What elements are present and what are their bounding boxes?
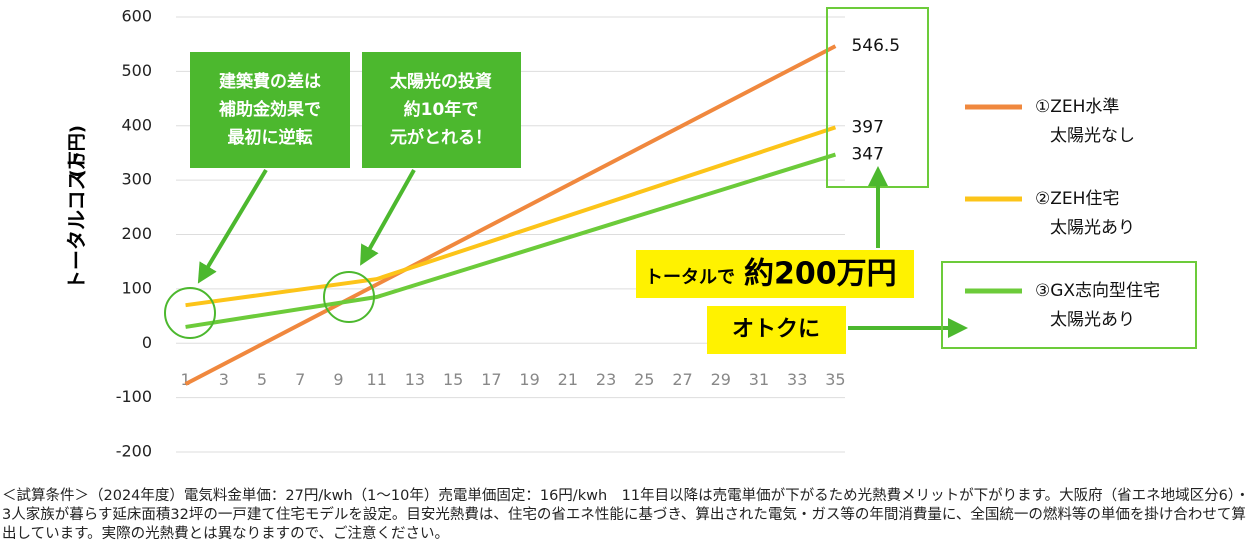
- x-tick-label: 27: [672, 370, 692, 389]
- y-tick-label: 500: [121, 61, 152, 80]
- y-tick-label: 300: [121, 170, 152, 189]
- x-tick-label: 13: [405, 370, 425, 389]
- x-tick-label: 33: [787, 370, 807, 389]
- legend-label: 太陽光あり: [1050, 310, 1135, 330]
- x-tick-label: 25: [634, 370, 654, 389]
- highlight-circle: [164, 287, 216, 339]
- x-tick-label: 31: [749, 370, 769, 389]
- x-tick-label: 11: [367, 370, 387, 389]
- legend-label: ③GX志向型住宅: [1035, 281, 1160, 301]
- legend-label: ①ZEH水準: [1035, 97, 1119, 117]
- callout-text: 最初に逆転: [228, 127, 313, 148]
- data-label: 546.5: [851, 36, 900, 56]
- legend-label: ②ZEH住宅: [1035, 189, 1119, 209]
- callout-text: 元がとれる！: [390, 127, 492, 148]
- x-tick-label: 15: [443, 370, 463, 389]
- data-label: 397: [851, 117, 883, 137]
- x-tick-label: 23: [596, 370, 616, 389]
- callout-box: [362, 52, 521, 168]
- callout-box: [190, 52, 350, 168]
- y-tick-label: 0: [142, 333, 152, 352]
- x-tick-label: 17: [481, 370, 501, 389]
- callout-text: 太陽光の投資: [390, 71, 492, 92]
- total-amount: 約200万円: [744, 257, 897, 292]
- data-label: 347: [851, 145, 883, 165]
- legend-label: 太陽光あり: [1050, 218, 1135, 238]
- series-line: [185, 125, 837, 308]
- x-tick-label: 7: [295, 370, 305, 389]
- x-tick-label: 1: [180, 370, 190, 389]
- y-axis-label: トータルコスト: [65, 150, 89, 290]
- y-tick-label: 400: [121, 115, 152, 134]
- x-tick-label: 5: [257, 370, 267, 389]
- y-tick-label: -200: [116, 442, 152, 461]
- legend-label: 太陽光なし: [1050, 126, 1135, 146]
- gain-text: オトクに: [732, 317, 820, 342]
- callout-text: 補助金効果で: [218, 99, 321, 120]
- x-tick-label: 3: [219, 370, 229, 389]
- x-tick-label: 35: [825, 370, 845, 389]
- legend-highlight: [941, 261, 1197, 349]
- arrow: [197, 168, 268, 284]
- x-tick-label: 21: [558, 370, 578, 389]
- y-tick-label: -100: [116, 387, 152, 406]
- total-text: トータルで: [645, 267, 735, 288]
- x-tick-label: 19: [519, 370, 539, 389]
- y-tick-label: 200: [121, 224, 152, 243]
- y-tick-label: 600: [121, 7, 152, 26]
- x-tick-label: 9: [333, 370, 343, 389]
- highlight-circle: [323, 271, 375, 323]
- y-axis-unit: (万円): [67, 125, 88, 177]
- series-line: [185, 152, 837, 329]
- gain-box: [707, 306, 846, 354]
- x-tick-label: 29: [711, 370, 731, 389]
- footnote: ＜試算条件＞（2024年度）電気料金単価：27円/kwh（1〜10年）売電単価固…: [2, 488, 1250, 542]
- callout-text: 建築費の差は: [219, 71, 321, 92]
- series-line: [184, 44, 837, 386]
- y-tick-label: 100: [121, 278, 152, 297]
- callout-text: 約10年で: [404, 99, 479, 120]
- total-box: [636, 250, 914, 298]
- arrow: [360, 169, 416, 266]
